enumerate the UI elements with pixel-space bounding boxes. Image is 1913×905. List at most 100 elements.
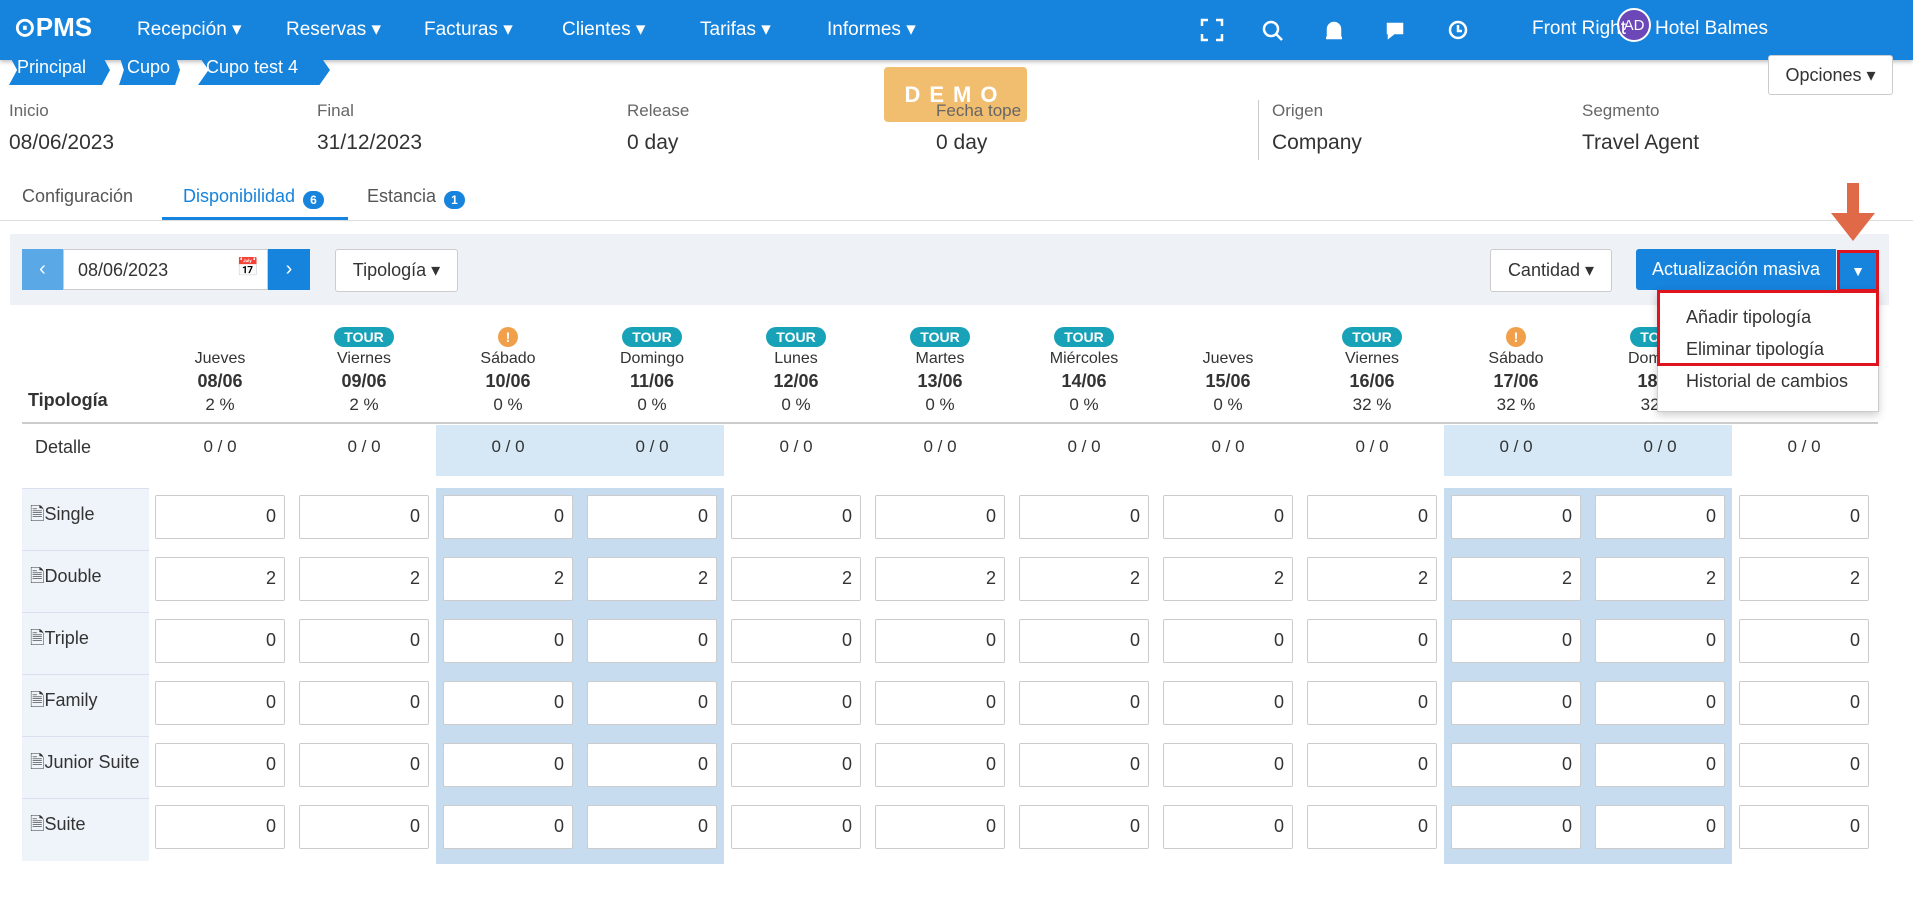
cell-input[interactable]: 0	[875, 681, 1005, 725]
cell-input[interactable]: 0	[587, 619, 717, 663]
cell-input[interactable]: 0	[875, 495, 1005, 539]
cell-input[interactable]: 0	[1595, 681, 1725, 725]
cell-input[interactable]: 0	[1163, 805, 1293, 849]
bulk-update-button[interactable]: Actualización masiva	[1636, 249, 1836, 290]
breadcrumb-item[interactable]: Principal	[9, 55, 110, 85]
cell-input[interactable]: 0	[1595, 805, 1725, 849]
cell-input[interactable]: 0	[1451, 619, 1581, 663]
weekday: Miércoles	[1012, 350, 1156, 368]
cell-input[interactable]: 0	[1451, 805, 1581, 849]
cell-input[interactable]: 2	[1451, 557, 1581, 601]
cell-input[interactable]: 0	[299, 743, 429, 787]
cell-input[interactable]: 2	[875, 557, 1005, 601]
cell-input[interactable]: 0	[299, 681, 429, 725]
cell-input[interactable]: 0	[1163, 495, 1293, 539]
nav-item[interactable]: Front Right	[1532, 18, 1626, 40]
cell-input[interactable]: 0	[299, 619, 429, 663]
cell-input[interactable]: 0	[443, 743, 573, 787]
cell-input[interactable]: 0	[587, 743, 717, 787]
cell-input[interactable]: 0	[875, 619, 1005, 663]
typology-button[interactable]: Tipología ▾	[335, 249, 458, 292]
cell-input[interactable]: 0	[1595, 495, 1725, 539]
cell-input[interactable]: 0	[1019, 495, 1149, 539]
nav-menu[interactable]: Tarifas ▾	[700, 18, 771, 41]
nav-menu[interactable]: Clientes ▾	[562, 18, 645, 41]
cell-input[interactable]: 0	[731, 743, 861, 787]
quantity-button[interactable]: Cantidad ▾	[1490, 249, 1612, 292]
cell-input[interactable]: 0	[1163, 681, 1293, 725]
cell-input[interactable]: 0	[1739, 619, 1869, 663]
tab[interactable]: Configuración	[22, 186, 133, 207]
nav-menu[interactable]: Informes ▾	[827, 18, 916, 41]
cell-input[interactable]: 0	[1739, 805, 1869, 849]
cell-input[interactable]: 0	[1019, 619, 1149, 663]
cell-input[interactable]: 0	[443, 805, 573, 849]
cell-input[interactable]: 0	[587, 805, 717, 849]
cell-input[interactable]: 0	[875, 743, 1005, 787]
cell-input[interactable]: 0	[155, 681, 285, 725]
cell-input[interactable]: 0	[587, 681, 717, 725]
cell-input[interactable]: 2	[155, 557, 285, 601]
date-input[interactable]: 08/06/2023📅	[63, 249, 268, 290]
cell-input[interactable]: 2	[1019, 557, 1149, 601]
nav-item[interactable]: Hotel Balmes	[1655, 18, 1768, 40]
cell-input[interactable]: 0	[155, 495, 285, 539]
cell-input[interactable]: 0	[1163, 743, 1293, 787]
options-button[interactable]: Opciones ▾	[1768, 55, 1893, 95]
cell-input[interactable]: 0	[1307, 681, 1437, 725]
next-button[interactable]: ›	[268, 249, 310, 290]
nav-menu[interactable]: Facturas ▾	[424, 18, 513, 41]
cell-input[interactable]: 2	[299, 557, 429, 601]
cell-input[interactable]: 0	[731, 495, 861, 539]
cell-input[interactable]: 0	[1307, 495, 1437, 539]
cell-input[interactable]: 0	[155, 743, 285, 787]
cell-input[interactable]: 0	[1595, 619, 1725, 663]
cell-input[interactable]: 0	[1739, 495, 1869, 539]
bulk-caret[interactable]: ▼	[1837, 250, 1879, 292]
cell-input[interactable]: 0	[587, 495, 717, 539]
cell-input[interactable]: 0	[299, 495, 429, 539]
cell-input[interactable]: 0	[299, 805, 429, 849]
cell-input[interactable]: 0	[1307, 743, 1437, 787]
cell-input[interactable]: 0	[1451, 743, 1581, 787]
cell-input[interactable]: 2	[1307, 557, 1437, 601]
cell-input[interactable]: 0	[1739, 743, 1869, 787]
cell-input[interactable]: 0	[731, 619, 861, 663]
prev-button[interactable]: ‹	[22, 249, 63, 290]
cell-input[interactable]: 2	[731, 557, 861, 601]
cell-input[interactable]: 2	[1163, 557, 1293, 601]
cell-input[interactable]: 0	[443, 495, 573, 539]
cell-input[interactable]: 0	[731, 681, 861, 725]
cell-input[interactable]: 0	[443, 681, 573, 725]
breadcrumb-item[interactable]: Cupo test 4	[198, 55, 330, 85]
tab[interactable]: Estancia	[367, 186, 436, 207]
nav-menu[interactable]: Recepción ▾	[137, 18, 242, 41]
row-name: 🗎Double	[30, 564, 102, 594]
cell-input[interactable]: 0	[1019, 681, 1149, 725]
breadcrumb-item[interactable]: Cupo	[119, 55, 180, 85]
cell-input[interactable]: 0	[1019, 743, 1149, 787]
weekday: Lunes	[724, 350, 868, 368]
cell-input[interactable]: 0	[731, 805, 861, 849]
menu-item[interactable]: Historial de cambios	[1686, 371, 1848, 392]
cell-input[interactable]: 0	[1451, 681, 1581, 725]
cell-input[interactable]: 2	[587, 557, 717, 601]
logo[interactable]: ⊙PMS	[14, 12, 92, 43]
cell-input[interactable]: 0	[1307, 805, 1437, 849]
cell-input[interactable]: 0	[875, 805, 1005, 849]
cell-input[interactable]: 0	[1019, 805, 1149, 849]
cell-input[interactable]: 0	[1163, 619, 1293, 663]
cell-input[interactable]: 2	[1739, 557, 1869, 601]
cell-input[interactable]: 2	[443, 557, 573, 601]
cell-input[interactable]: 0	[443, 619, 573, 663]
cell-input[interactable]: 0	[1451, 495, 1581, 539]
detail-cell: 0 / 0	[1588, 437, 1732, 457]
nav-menu[interactable]: Reservas ▾	[286, 18, 381, 41]
tab[interactable]: Disponibilidad	[183, 186, 295, 207]
cell-input[interactable]: 0	[1595, 743, 1725, 787]
cell-input[interactable]: 0	[155, 619, 285, 663]
cell-input[interactable]: 0	[1739, 681, 1869, 725]
cell-input[interactable]: 0	[1307, 619, 1437, 663]
cell-input[interactable]: 0	[155, 805, 285, 849]
cell-input[interactable]: 2	[1595, 557, 1725, 601]
